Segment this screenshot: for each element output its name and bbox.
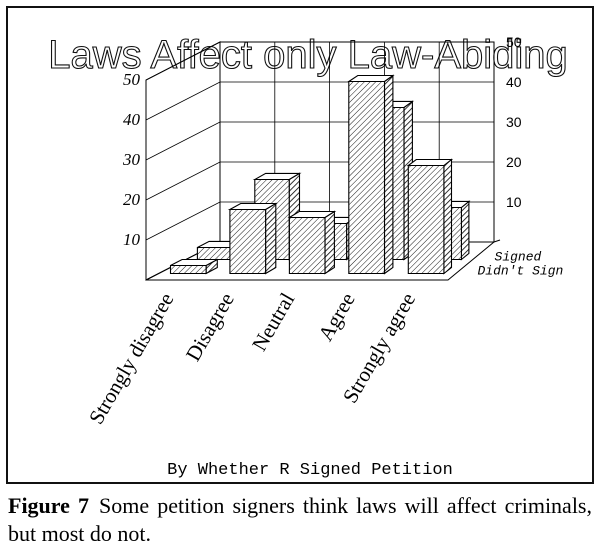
bar-front [229, 208, 267, 275]
y-tick-label-right: 40 [506, 74, 522, 90]
category-label: Neutral [247, 288, 299, 355]
bar-side [460, 200, 470, 261]
gridline [145, 81, 494, 121]
bar-side [443, 158, 453, 275]
y-tick-label-right: 50 [506, 34, 522, 50]
category-label: Strongly disagree [84, 289, 179, 429]
chart-title: Laws Affect only Law-Abiding [48, 33, 568, 77]
gridline [145, 121, 494, 161]
bar-side [265, 202, 277, 275]
category-label: Agree [313, 289, 359, 345]
figure-caption: Figure 7 Some petition signers think laws… [8, 492, 592, 548]
y-tick-label-right: 10 [506, 194, 522, 210]
bar-side [324, 210, 335, 275]
bar-front [169, 264, 207, 275]
chart-subtitle: By Whether R Signed Petition [167, 461, 453, 480]
bar-top [406, 158, 454, 167]
y-tick-label-right: 30 [506, 114, 522, 130]
y-tick-label-left: 40 [123, 110, 141, 129]
series-label: Signed [495, 249, 542, 264]
y-tick-label-left: 30 [122, 150, 141, 169]
y-tick-label-left: 20 [123, 190, 141, 209]
bar-front [348, 80, 386, 275]
series-label: Didn't Sign [478, 264, 564, 279]
bar-front [288, 216, 326, 275]
bar-front [407, 164, 445, 275]
category-label: Disagree [181, 289, 239, 366]
axis-edge [493, 239, 501, 243]
chart-frame: Laws Affect only Law-Abiding 10 10 20 20 30 3… [6, 6, 594, 484]
bars-group [169, 74, 471, 275]
gridline [145, 41, 494, 81]
y-tick-label-left: 10 [123, 230, 141, 249]
caption-text: Some petition signers think laws will af… [8, 493, 592, 546]
bar-chart-3d: Laws Affect only Law-Abiding 10 10 20 20 30 3… [48, 32, 569, 480]
bar-side [383, 74, 394, 275]
bar-front [196, 246, 233, 261]
caption-label: Figure 7 [8, 493, 89, 518]
y-tick-label-left: 50 [123, 70, 141, 89]
y-tick-label-right: 20 [506, 154, 522, 170]
